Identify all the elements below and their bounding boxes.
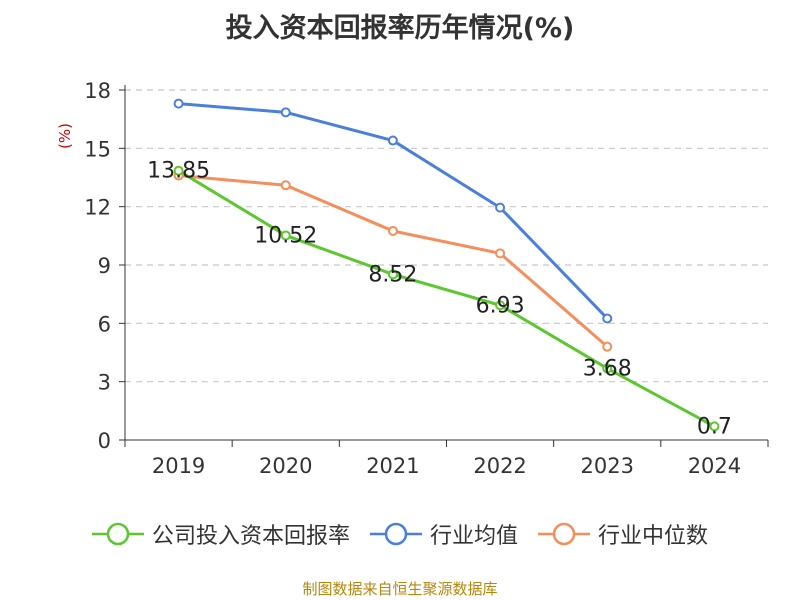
y-tick-label: 6 [98,312,111,336]
x-tick-label: 2022 [473,454,526,478]
data-point [602,341,613,352]
y-tick-label: 9 [98,254,111,278]
legend-marker-icon [369,522,422,546]
grid-lines [125,89,768,383]
legend-marker-icon [538,522,590,546]
data-label: 3.68 [583,356,632,381]
legend-label: 公司投入资本回报率 [151,524,350,549]
data-point [387,135,398,146]
legend-label: 行业均值 [429,524,518,549]
data-point [602,363,613,374]
legend-marker-icon [91,522,144,546]
data-point [387,269,398,280]
data-labels: 13.85 10.52 8.52 6.93 3.68 0.7 [147,159,732,440]
chart-title: 投入资本回报率历年情况(%) [225,13,575,44]
x-tick-label: 2024 [688,454,741,478]
data-point [495,202,506,213]
y-tick-label: 0 [98,429,111,453]
series-line-0 [177,169,716,428]
data-point [387,225,398,236]
legend-item-2[interactable]: 行业中位数 [538,518,708,550]
line-chart: 0 3 6 9 12 15 18 2019 2020 2021 2022 2023 2024 13.85… [84,79,769,478]
legend-label: 行业中位数 [598,524,709,549]
data-label: 6.93 [476,293,525,318]
data-point [602,313,613,324]
legend-item-1[interactable]: 行业均值 [369,518,518,550]
x-tick-label: 2020 [259,454,312,478]
data-point [280,107,291,118]
data-label: 13.85 [147,159,210,184]
data-point [709,421,720,432]
y-tick-label: 12 [84,196,111,220]
x-tick-label: 2023 [581,454,634,478]
series-points [173,98,720,432]
axes: 0 3 6 9 12 15 18 2019 2020 2021 2022 2023 2024 [84,79,769,478]
data-point [495,248,506,259]
y-tick-label: 3 [98,371,111,395]
data-point [173,98,184,109]
data-point [280,230,291,241]
data-label: 0.7 [697,414,732,439]
data-point [495,300,506,311]
series-line-2 [178,174,609,348]
y-tick-label: 15 [84,137,111,161]
data-point [280,180,291,191]
data-point [173,165,184,176]
x-tick-label: 2021 [366,454,419,478]
data-label: 8.52 [368,262,417,287]
source-note: 制图数据来自恒生聚源数据库 [302,580,498,598]
data-label: 10.52 [254,223,317,248]
x-tick-label: 2019 [152,454,205,478]
legend-item-0[interactable]: 公司投入资本回报率 [91,518,350,550]
y-tick-label: 18 [84,79,111,103]
legend: 公司投入资本回报率 行业均值 行业中位数 [0,518,800,550]
